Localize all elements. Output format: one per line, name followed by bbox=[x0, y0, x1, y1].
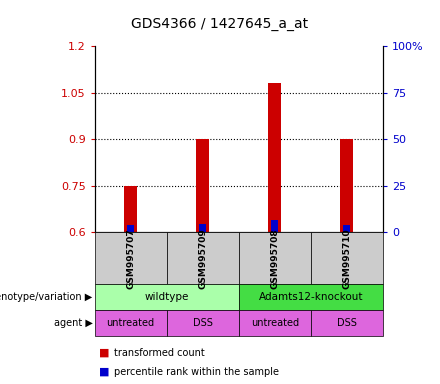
Bar bbox=[271, 220, 278, 232]
Text: GSM995708: GSM995708 bbox=[270, 228, 279, 288]
Bar bbox=[199, 224, 206, 232]
Text: percentile rank within the sample: percentile rank within the sample bbox=[114, 367, 279, 377]
Text: agent ▶: agent ▶ bbox=[54, 318, 92, 328]
Text: DSS: DSS bbox=[337, 318, 357, 328]
Text: transformed count: transformed count bbox=[114, 348, 205, 358]
Text: untreated: untreated bbox=[106, 318, 155, 328]
Text: Adamts12-knockout: Adamts12-knockout bbox=[259, 292, 363, 302]
Bar bbox=[268, 83, 281, 232]
Bar bbox=[340, 139, 353, 232]
Text: wildtype: wildtype bbox=[144, 292, 189, 302]
Text: genotype/variation ▶: genotype/variation ▶ bbox=[0, 292, 92, 302]
Text: DSS: DSS bbox=[193, 318, 213, 328]
Text: ■: ■ bbox=[99, 367, 110, 377]
Text: ■: ■ bbox=[99, 348, 110, 358]
Bar bbox=[127, 225, 134, 232]
Text: GSM995707: GSM995707 bbox=[126, 228, 135, 289]
Text: untreated: untreated bbox=[251, 318, 299, 328]
Bar bbox=[124, 186, 137, 232]
Text: GSM995709: GSM995709 bbox=[198, 228, 207, 289]
Bar bbox=[196, 139, 209, 232]
Text: GDS4366 / 1427645_a_at: GDS4366 / 1427645_a_at bbox=[132, 17, 308, 31]
Text: GSM995710: GSM995710 bbox=[342, 228, 351, 288]
Bar bbox=[343, 225, 350, 232]
